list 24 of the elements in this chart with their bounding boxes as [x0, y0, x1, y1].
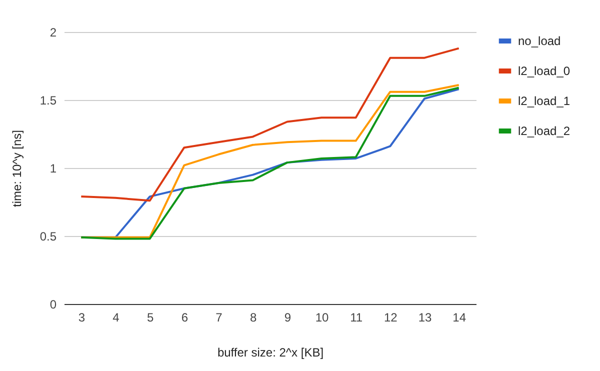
x-tick-label: 12 — [384, 310, 398, 324]
y-tick-label: 0 — [50, 298, 57, 312]
x-axis-title: buffer size: 2^x [KB] — [217, 346, 324, 360]
x-tick-label: 9 — [284, 310, 292, 324]
y-tick-label: 2 — [50, 26, 57, 40]
y-tick-label: 1 — [50, 162, 57, 176]
x-tick-label: 8 — [250, 310, 257, 324]
legend-label: l2_load_0 — [518, 64, 570, 78]
x-tick-label: 4 — [112, 310, 120, 324]
y-tick-label: 0.5 — [40, 230, 57, 244]
legend-label: no_load — [518, 34, 561, 48]
y-tick-label: 1.5 — [40, 94, 57, 108]
x-tick-label: 6 — [181, 310, 188, 324]
x-tick-label: 14 — [452, 310, 466, 324]
line-series — [80, 47, 460, 202]
legend-label: l2_load_1 — [518, 94, 570, 108]
x-tick-label: 11 — [350, 310, 363, 324]
x-tick-label: 5 — [146, 310, 154, 324]
x-tick-label: 13 — [418, 310, 432, 324]
x-tick-label: 10 — [315, 310, 329, 324]
legend-label: l2_load_2 — [518, 124, 570, 138]
x-tick-label: 3 — [78, 310, 86, 324]
y-axis-title: time: 10^y [ns] — [10, 130, 24, 207]
x-tick-label: 7 — [216, 310, 223, 324]
